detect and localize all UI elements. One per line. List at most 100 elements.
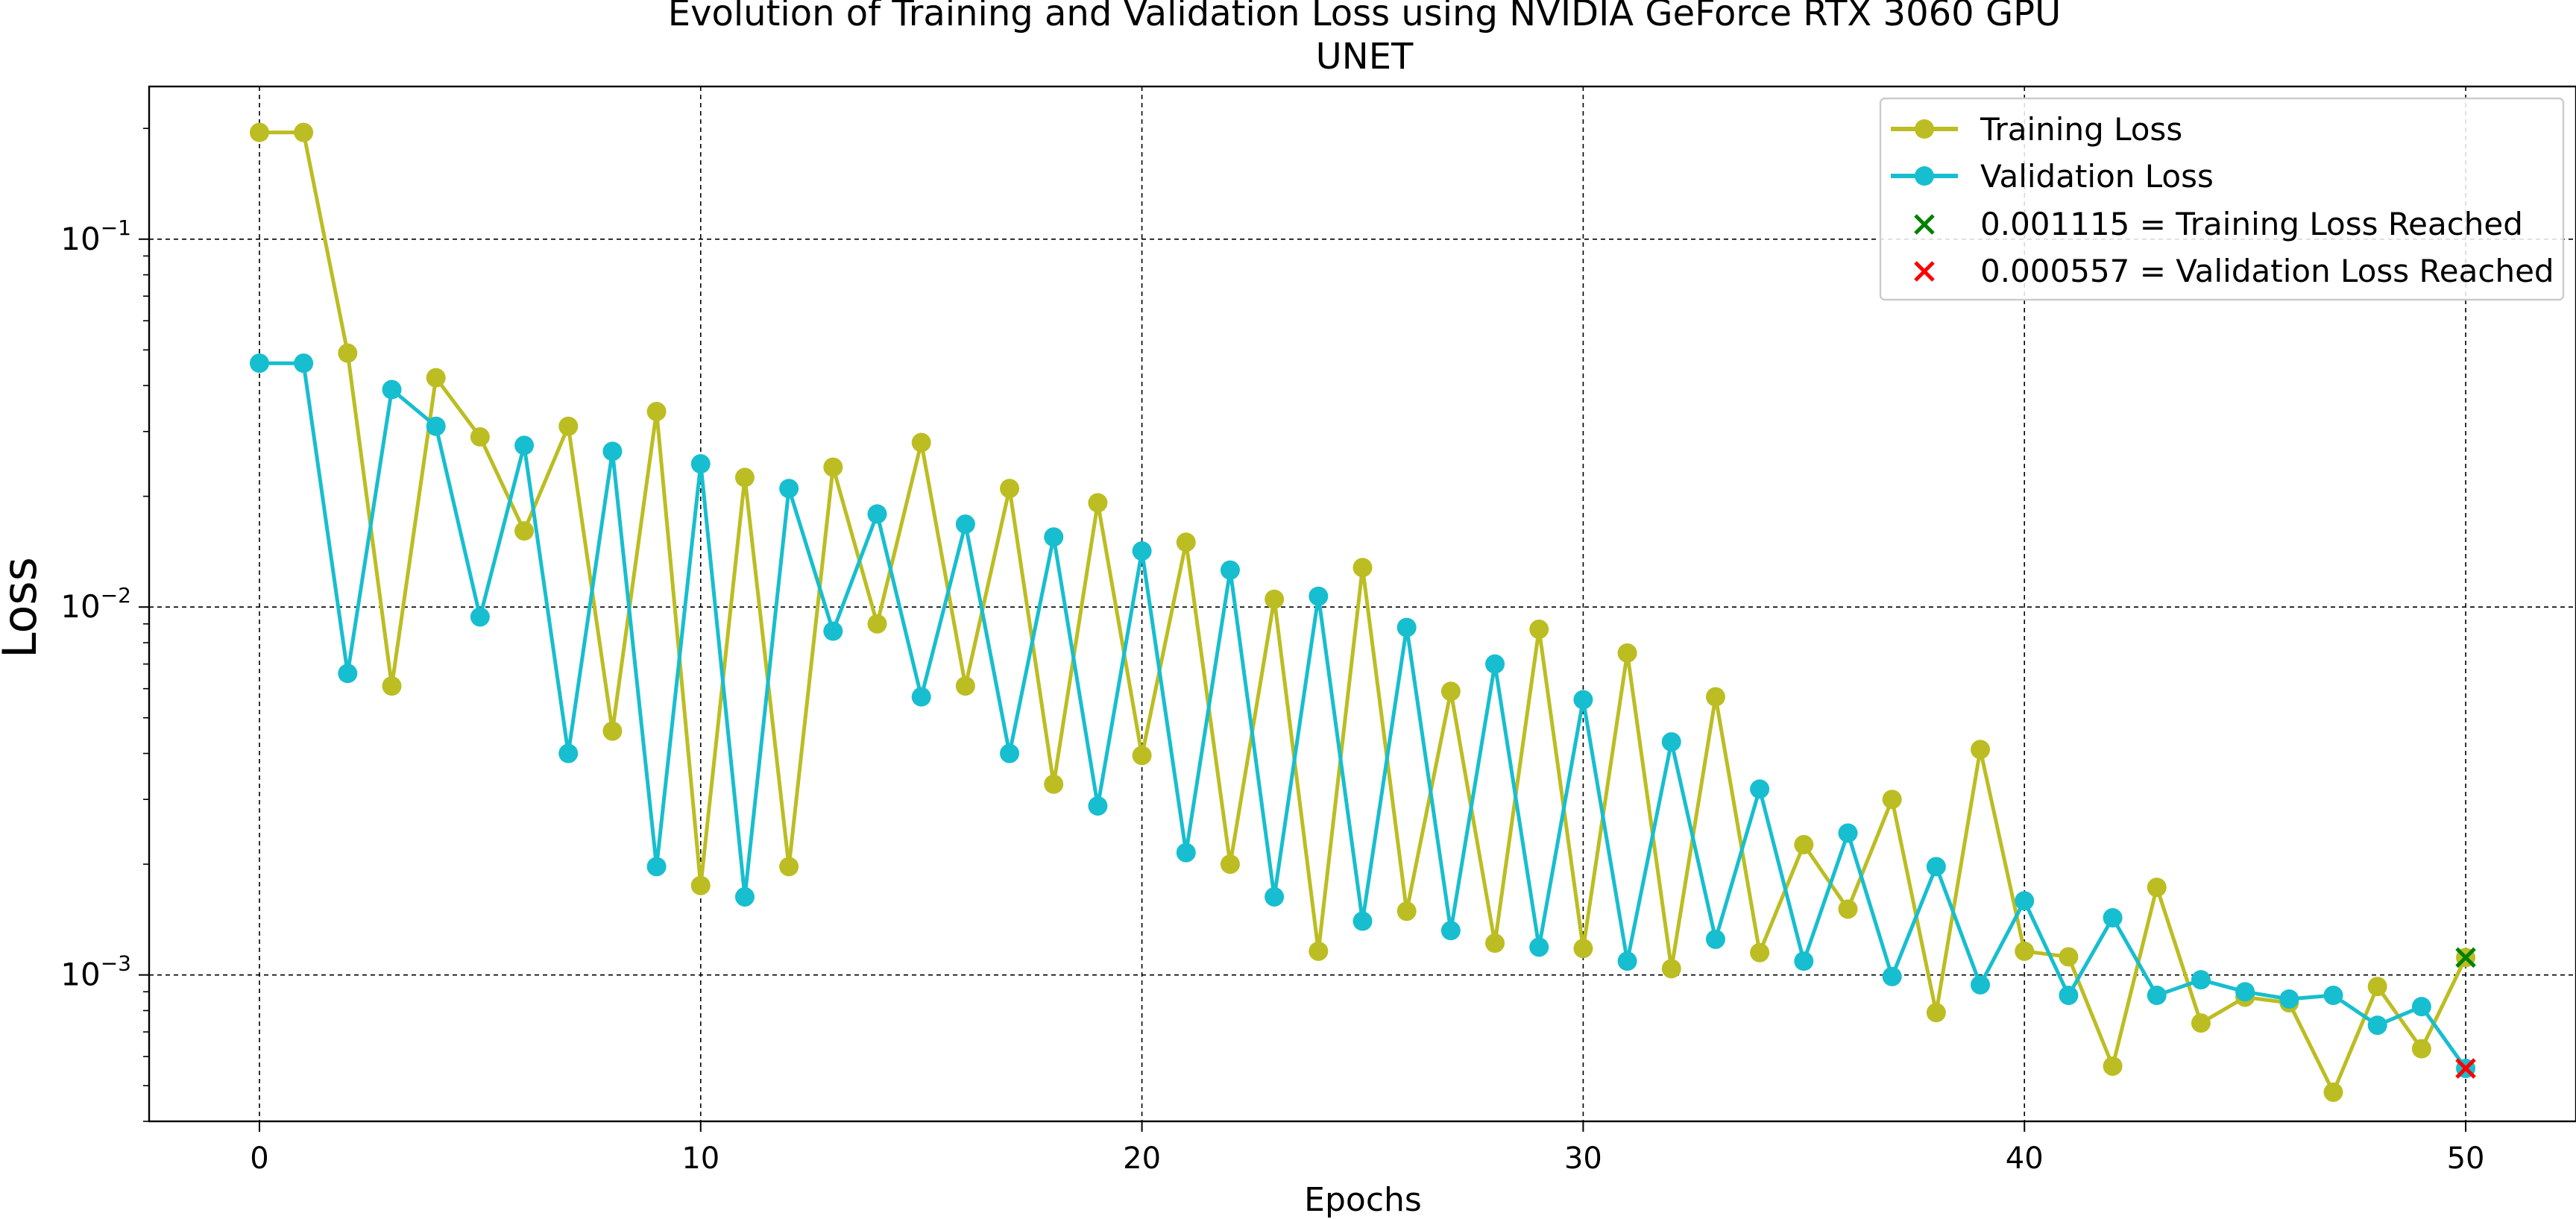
data-point xyxy=(426,416,446,436)
data-point xyxy=(1309,586,1329,606)
data-point xyxy=(1882,790,1902,810)
legend-item-training-loss: Training Loss xyxy=(1891,111,2182,148)
data-point xyxy=(734,886,755,907)
y-axis-label: Loss xyxy=(0,557,47,658)
data-point xyxy=(1265,589,1285,609)
data-point xyxy=(602,721,623,741)
data-point xyxy=(2235,982,2255,1002)
data-point xyxy=(1838,823,1858,843)
data-point xyxy=(690,454,711,474)
legend-validation-label: Validation Loss xyxy=(1980,158,2214,195)
x-tick-label: 50 xyxy=(2447,1141,2485,1176)
data-point xyxy=(1265,886,1285,907)
data-point xyxy=(382,676,402,696)
data-point xyxy=(911,687,931,707)
data-point xyxy=(1220,854,1240,875)
data-point xyxy=(955,676,975,696)
legend-green-x-icon xyxy=(1914,214,1935,235)
data-point xyxy=(1971,740,1991,760)
data-point xyxy=(2059,986,2079,1006)
data-point xyxy=(646,401,667,421)
data-point xyxy=(1088,796,1108,816)
data-point xyxy=(1485,654,1505,674)
data-point xyxy=(2191,970,2211,990)
plot-frame xyxy=(148,85,2576,1123)
legend-validation-reached-label: 0.000557 = Validation Loss Reached xyxy=(1980,253,2554,289)
data-point xyxy=(1044,774,1064,794)
data-point xyxy=(1573,939,1593,959)
data-point xyxy=(1088,493,1108,513)
data-point xyxy=(514,435,535,456)
data-point xyxy=(1440,681,1461,702)
data-point xyxy=(1000,479,1020,499)
x-tick-labels: 0 10 20 30 40 50 xyxy=(250,1141,2484,1176)
data-point xyxy=(1485,933,1505,954)
data-point xyxy=(1794,951,1814,971)
data-point xyxy=(2015,941,2035,961)
data-point xyxy=(1176,842,1196,863)
data-point xyxy=(779,479,799,499)
data-point xyxy=(1529,937,1549,957)
data-point xyxy=(646,857,667,877)
legend-training-reached-label: 0.001115 = Training Loss Reached xyxy=(1980,206,2523,242)
data-point xyxy=(1396,617,1417,637)
data-point xyxy=(294,122,314,142)
data-point xyxy=(1044,527,1064,547)
reached-marker-x-icon xyxy=(2455,947,2476,968)
chart-subtitle: UNET xyxy=(1316,36,1414,78)
data-point xyxy=(2015,891,2035,911)
data-point xyxy=(2103,1056,2123,1076)
legend-item-training-reached: 0.001115 = Training Loss Reached xyxy=(1914,206,2523,242)
x-tick-label: 10 xyxy=(681,1141,719,1176)
data-point xyxy=(2279,989,2299,1009)
x-tick-label: 30 xyxy=(1564,1141,1602,1176)
series-layer xyxy=(249,122,2476,1102)
data-point xyxy=(1352,911,1373,931)
data-point xyxy=(867,614,887,634)
data-point xyxy=(382,379,402,400)
data-point xyxy=(470,427,490,447)
data-point xyxy=(1440,921,1461,941)
data-point xyxy=(2059,947,2079,967)
reached-marker-x-icon xyxy=(2455,1058,2476,1079)
data-point xyxy=(1220,560,1240,580)
data-point xyxy=(1529,620,1549,640)
data-point xyxy=(1617,643,1637,663)
data-point xyxy=(1661,732,1681,752)
data-point xyxy=(1000,743,1020,763)
data-point xyxy=(2191,1013,2211,1033)
data-point xyxy=(823,457,843,477)
series-training-loss xyxy=(249,122,2476,1102)
data-point xyxy=(1705,929,1725,949)
data-point xyxy=(338,343,358,363)
legend-box xyxy=(1879,97,2565,301)
data-point xyxy=(470,607,490,627)
series-validation-loss xyxy=(249,353,2476,1079)
x-tick-label: 0 xyxy=(250,1141,268,1176)
data-point xyxy=(558,416,579,436)
data-point xyxy=(514,521,535,541)
data-point xyxy=(2323,986,2343,1006)
data-point xyxy=(2147,878,2167,898)
data-point xyxy=(2103,907,2123,927)
data-point xyxy=(2323,1082,2343,1102)
legend: Training Loss Validation Loss 0.001115 =… xyxy=(1879,97,2565,301)
data-point xyxy=(1661,959,1681,979)
data-point xyxy=(1705,687,1725,707)
data-point xyxy=(1926,1003,1946,1023)
data-point xyxy=(426,368,446,388)
reached-markers xyxy=(2455,947,2476,1079)
data-point xyxy=(1132,746,1152,766)
x-tick-label: 40 xyxy=(2006,1141,2044,1176)
data-point xyxy=(1617,951,1637,971)
x-axis-label: Epochs xyxy=(1304,1181,1422,1219)
data-point xyxy=(1309,941,1329,961)
data-point xyxy=(2411,997,2431,1017)
data-point xyxy=(2367,977,2387,997)
x-tick-label: 20 xyxy=(1123,1141,1161,1176)
data-point xyxy=(1750,779,1770,799)
legend-training-label: Training Loss xyxy=(1980,111,2182,148)
legend-item-validation-reached: 0.000557 = Validation Loss Reached xyxy=(1914,253,2554,289)
data-point xyxy=(294,353,314,374)
